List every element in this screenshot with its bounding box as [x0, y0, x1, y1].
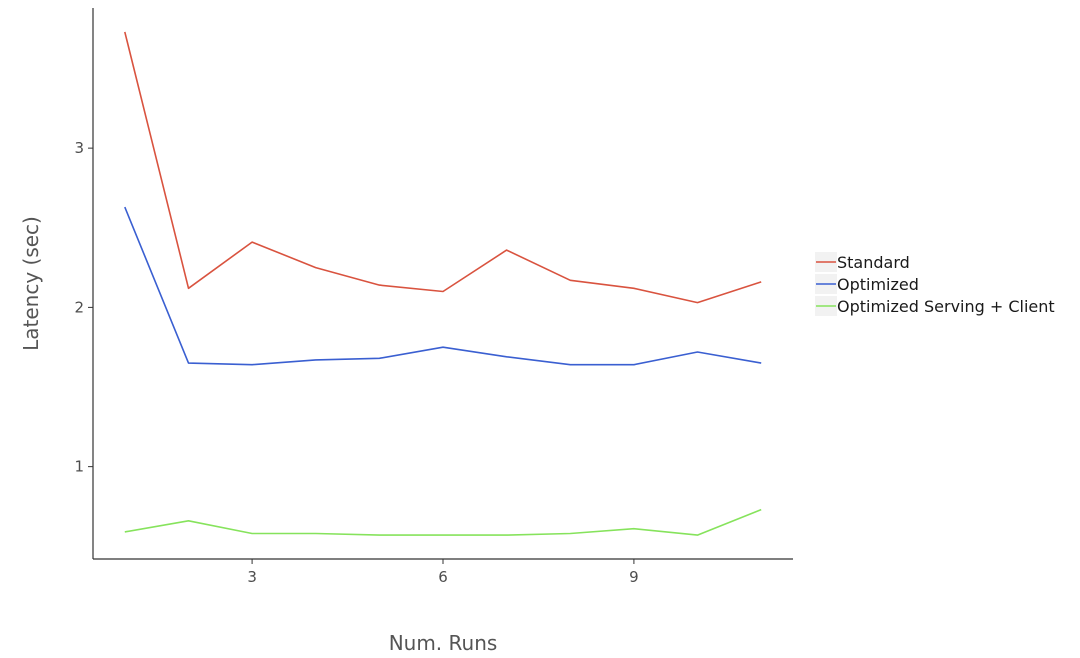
y-tick-label: 1	[74, 458, 84, 476]
legend-label: Standard	[837, 253, 910, 272]
x-tick-label: 3	[247, 568, 257, 586]
x-axis-ticks: 3 6 9	[247, 559, 639, 586]
x-tick-label: 6	[438, 568, 448, 586]
legend-label: Optimized Serving + Client	[837, 297, 1055, 316]
plot-area	[124, 31, 762, 536]
series-line-optimized-serving-client	[124, 508, 762, 536]
y-axis-ticks: 1 2 3	[74, 139, 93, 476]
x-axis-title: Num. Runs	[389, 631, 498, 655]
y-tick-label: 2	[74, 298, 84, 316]
y-axis-title: Latency (sec)	[19, 216, 43, 351]
series-line-optimized	[124, 206, 762, 366]
legend-label: Optimized	[837, 275, 919, 294]
legend: Standard Optimized Optimized Serving + Cli…	[815, 252, 1055, 316]
y-tick-label: 3	[74, 139, 84, 157]
x-tick-label: 9	[629, 568, 639, 586]
series-line-standard	[124, 31, 762, 304]
